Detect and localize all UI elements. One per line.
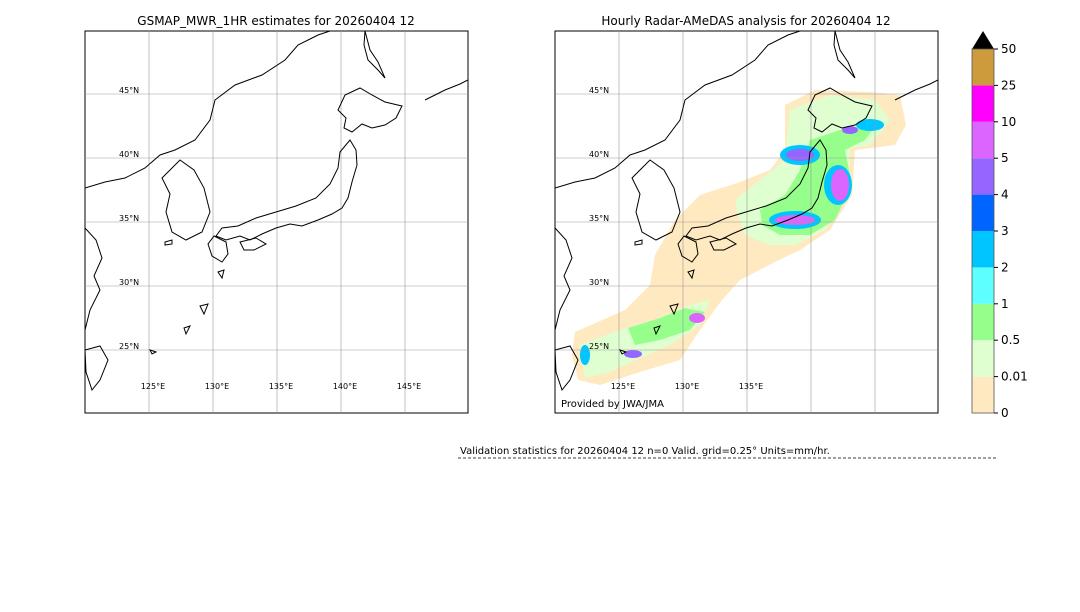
colorbar-label: 0.01 <box>1001 370 1028 384</box>
lon-label: 130°E <box>205 382 229 391</box>
colorbar-label: 3 <box>1001 224 1009 238</box>
precip-cell <box>775 215 815 225</box>
lat-label: 35°N <box>589 214 609 223</box>
colorbar-label: 50 <box>1001 42 1016 56</box>
colorbar-segment <box>972 376 994 413</box>
colorbar-segment <box>972 121 994 159</box>
precip-cell <box>689 313 705 323</box>
colorbar-segment <box>972 85 994 122</box>
colorbar-label: 10 <box>1001 115 1016 129</box>
lat-label: 35°N <box>119 214 139 223</box>
lon-label: 125°E <box>611 382 635 391</box>
left-map-title: GSMAP_MWR_1HR estimates for 20260404 12 <box>137 14 414 28</box>
lon-label: 135°E <box>739 382 763 391</box>
lat-label: 40°N <box>589 150 609 159</box>
right-map: Hourly Radar-AMeDAS analysis for 2026040… <box>554 14 939 414</box>
colorbar-label: 2 <box>1001 260 1009 274</box>
lat-label: 40°N <box>119 150 139 159</box>
colorbar-segment <box>972 194 994 231</box>
lon-label: 135°E <box>269 382 293 391</box>
colorbar-segment <box>972 267 994 304</box>
precip-area-moderate <box>628 308 705 345</box>
colorbar-segment <box>972 303 994 341</box>
colorbar-label: 1 <box>1001 297 1009 311</box>
lat-label: 45°N <box>589 86 609 95</box>
right-gridlines <box>555 31 938 413</box>
precip-cell <box>624 350 642 358</box>
colorbar-label: 0.5 <box>1001 333 1020 347</box>
colorbar-label: 25 <box>1001 78 1016 92</box>
precip-area-moderate <box>760 120 880 235</box>
right-map-title: Hourly Radar-AMeDAS analysis for 2026040… <box>601 14 890 28</box>
precipitation-field <box>572 90 906 385</box>
left-gridlines <box>85 31 468 413</box>
precip-cell <box>831 169 849 201</box>
colorbar-segment <box>972 340 994 377</box>
colorbar-segment <box>972 158 994 195</box>
lat-label: 25°N <box>119 342 139 351</box>
lon-label: 130°E <box>675 382 699 391</box>
validation-statistics: Validation statistics for 20260404 12 n=… <box>460 446 830 457</box>
colorbar-segment <box>972 49 994 86</box>
colorbar-label: 0 <box>1001 406 1009 420</box>
lat-label: 25°N <box>589 342 609 351</box>
colorbar-label: 5 <box>1001 151 1009 165</box>
left-map: GSMAP_MWR_1HR estimates for 20260404 12 … <box>84 14 469 414</box>
precip-cell <box>842 126 858 134</box>
data-credit: Provided by JWA/JMA <box>561 399 664 410</box>
lon-label: 125°E <box>141 382 165 391</box>
colorbar-label: 4 <box>1001 188 1009 202</box>
lat-label: 30°N <box>119 278 139 287</box>
lat-label: 30°N <box>589 278 609 287</box>
colorbar-segment <box>972 231 994 268</box>
lat-label: 45°N <box>119 86 139 95</box>
colorbar: 0 0.01 0.5 1 2 3 4 5 10 25 50 <box>971 31 1028 420</box>
colorbar-extend-arrow <box>972 31 994 49</box>
lon-label: 145°E <box>397 382 421 391</box>
lon-label: 140°E <box>333 382 357 391</box>
precip-cell <box>856 119 884 131</box>
